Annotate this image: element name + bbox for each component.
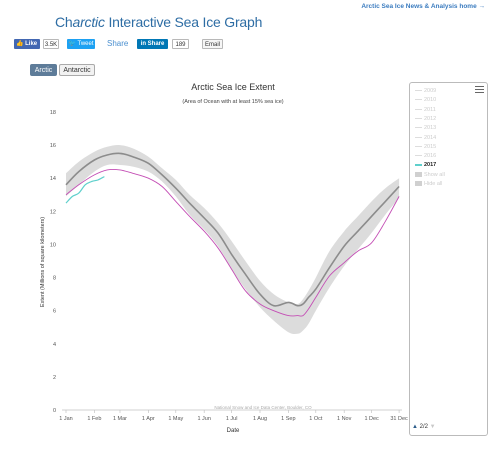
pager-down-icon[interactable]: ▼ — [429, 424, 436, 430]
linkedin-share-count: 189 — [172, 39, 189, 49]
tab-antarctic[interactable]: Antarctic — [59, 64, 95, 76]
x-tick-label: 1 May — [168, 416, 183, 422]
x-tick-label: 1 Sep — [281, 416, 295, 422]
legend-swatch — [415, 136, 422, 138]
x-tick-label: 1 Feb — [87, 416, 101, 422]
chart-title: Arctic Sea Ice Extent — [191, 82, 275, 92]
toggle-box — [415, 181, 422, 187]
x-tick-label: 1 Oct — [309, 416, 323, 422]
legend-swatch — [415, 90, 422, 92]
legend-item-2016[interactable]: 2016 — [415, 152, 436, 160]
linkedin-share-button[interactable]: in Share — [137, 39, 168, 49]
pager-text: 2/2 — [419, 424, 428, 430]
legend-swatch — [415, 164, 422, 166]
legend-item-2013[interactable]: 2013 — [415, 124, 436, 132]
legend-label: 2009 — [424, 88, 437, 94]
x-axis-ticks: 1 Jan 1 Feb 1 Mar 1 Apr 1 May 1 Jun 1 Jul 1 Aug… — [59, 410, 408, 422]
facebook-like-count: 3.5K — [43, 39, 59, 49]
top-nav-link[interactable]: Arctic Sea Ice News & Analysis home → — [361, 3, 485, 10]
y-tick-label: 10 — [50, 242, 56, 248]
median-line — [65, 152, 400, 307]
toggle-box — [415, 171, 422, 177]
x-axis-label: Date — [227, 428, 240, 434]
x-tick-label: 1 Jun — [197, 416, 210, 422]
pager-up-icon[interactable]: ▲ — [412, 424, 418, 430]
y-tick-label: 18 — [50, 110, 56, 116]
title-italic: arctic — [72, 14, 105, 30]
legend-item-2009[interactable]: 2009 — [415, 87, 436, 95]
legend-swatch — [415, 155, 422, 157]
facebook-like-button[interactable]: 👍 Like — [14, 39, 40, 49]
x-tick-label: 1 Mar — [113, 416, 127, 422]
y-tick-label: 2 — [53, 375, 56, 381]
legend-item-2017[interactable]: 2017 — [415, 161, 436, 169]
range-band — [66, 145, 400, 335]
legend-label: 2015 — [424, 143, 437, 150]
share-link[interactable]: Share — [107, 39, 129, 48]
title-prefix: Ch — [55, 14, 73, 30]
tweet-button[interactable]: 🐦 Tweet — [67, 39, 95, 49]
y-tick-label: 6 — [53, 309, 56, 315]
legend-label: 2014 — [424, 134, 437, 141]
x-tick-label: 1 Jul — [226, 416, 238, 422]
legend-swatch — [415, 99, 422, 101]
legend-swatch — [415, 127, 422, 129]
title-suffix: Interactive Sea Ice Graph — [104, 14, 263, 30]
x-tick-label: 1 Apr — [142, 416, 155, 422]
menu-icon[interactable] — [475, 86, 484, 95]
legend-label: 2017 — [424, 162, 437, 169]
toggle-label: Show all — [424, 171, 445, 178]
legend-item-2014[interactable]: 2014 — [415, 134, 436, 142]
page-title: Charctic Interactive Sea Ice Graph — [55, 14, 262, 30]
tab-arctic[interactable]: Arctic — [30, 64, 57, 76]
legend-item-2012[interactable]: 2012 — [415, 115, 436, 123]
series-2017-line — [65, 176, 105, 204]
chart-credit: National Snow and Ice Data Center, Bould… — [214, 405, 312, 410]
legend-label: 2012 — [424, 115, 437, 122]
y-tick-label: 4 — [53, 342, 56, 348]
legend-pager: ▲ 2/2 ▼ — [412, 424, 436, 430]
x-tick-label: 1 Jan — [59, 416, 72, 422]
x-tick-label: 1 Dec — [364, 416, 379, 422]
x-tick-label: 1 Aug — [253, 416, 267, 422]
toggle-label: Hide all — [424, 181, 443, 187]
y-axis-ticks: 0 2 4 6 8 10 12 14 16 18 — [50, 110, 56, 414]
chart-legend: 2009 2010 2011 2012 2013 2014 2015 2016 2017 Show… — [409, 82, 488, 436]
y-tick-label: 14 — [50, 176, 56, 182]
chart-subtitle: (Area of Ocean with at least 15% sea ice… — [182, 99, 283, 105]
legend-swatch — [415, 117, 422, 119]
legend-label: 2011 — [424, 106, 436, 113]
y-tick-label: 0 — [53, 408, 56, 414]
legend-swatch — [415, 108, 422, 110]
legend-item-2011[interactable]: 2011 — [415, 106, 436, 114]
hide-all-toggle[interactable]: Hide all — [415, 180, 442, 188]
legend-item-2015[interactable]: 2015 — [415, 143, 436, 151]
email-button[interactable]: Email — [202, 39, 223, 49]
legend-swatch — [415, 145, 422, 147]
legend-label: 2010 — [424, 97, 437, 104]
legend-item-2010[interactable]: 2010 — [415, 96, 436, 104]
y-tick-label: 16 — [50, 143, 56, 149]
x-tick-label: 31 Dec — [390, 416, 408, 422]
legend-label: 2016 — [424, 153, 437, 160]
x-tick-label: 1 Nov — [337, 416, 352, 422]
y-axis-label: Extent (Millions of square kilometers) — [40, 217, 46, 307]
legend-label: 2013 — [424, 125, 437, 132]
show-all-toggle[interactable]: Show all — [415, 171, 445, 179]
y-tick-label: 12 — [50, 209, 56, 215]
y-tick-label: 8 — [53, 276, 56, 282]
series-2016-line — [65, 168, 400, 317]
